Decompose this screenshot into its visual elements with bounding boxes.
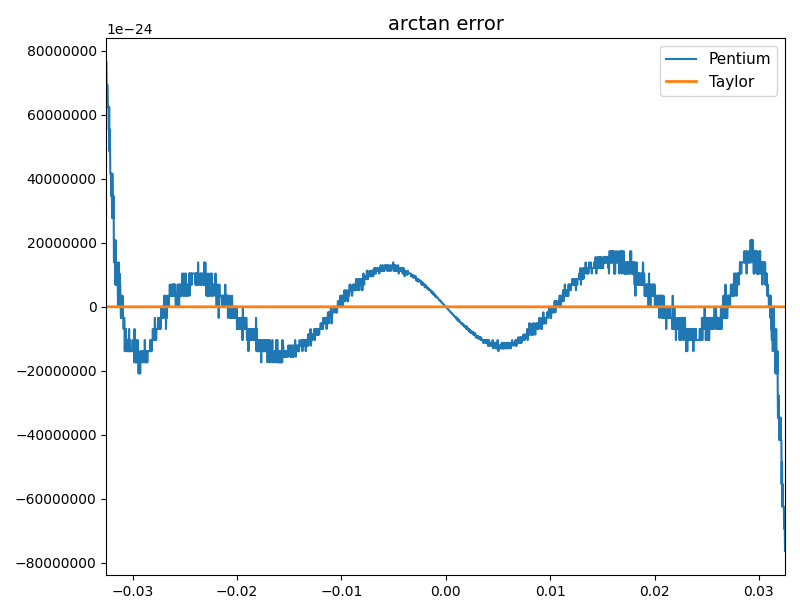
Pentium xyxy=(391,264,401,271)
Pentium xyxy=(179,292,189,300)
Line: Pentium: Pentium xyxy=(106,63,785,551)
Pentium xyxy=(362,276,371,283)
Title: arctan error: arctan error xyxy=(388,15,504,34)
Pentium xyxy=(767,325,777,333)
Taylor xyxy=(767,303,777,311)
Pentium xyxy=(219,292,229,300)
Taylor xyxy=(391,303,401,311)
Taylor xyxy=(694,303,703,311)
Pentium xyxy=(780,547,790,554)
Pentium xyxy=(102,59,111,66)
Taylor xyxy=(102,303,111,311)
Taylor xyxy=(362,303,371,311)
Taylor xyxy=(219,303,229,311)
Pentium xyxy=(694,336,703,344)
Taylor xyxy=(179,303,189,311)
Legend: Pentium, Taylor: Pentium, Taylor xyxy=(660,46,778,96)
Taylor xyxy=(780,303,790,311)
